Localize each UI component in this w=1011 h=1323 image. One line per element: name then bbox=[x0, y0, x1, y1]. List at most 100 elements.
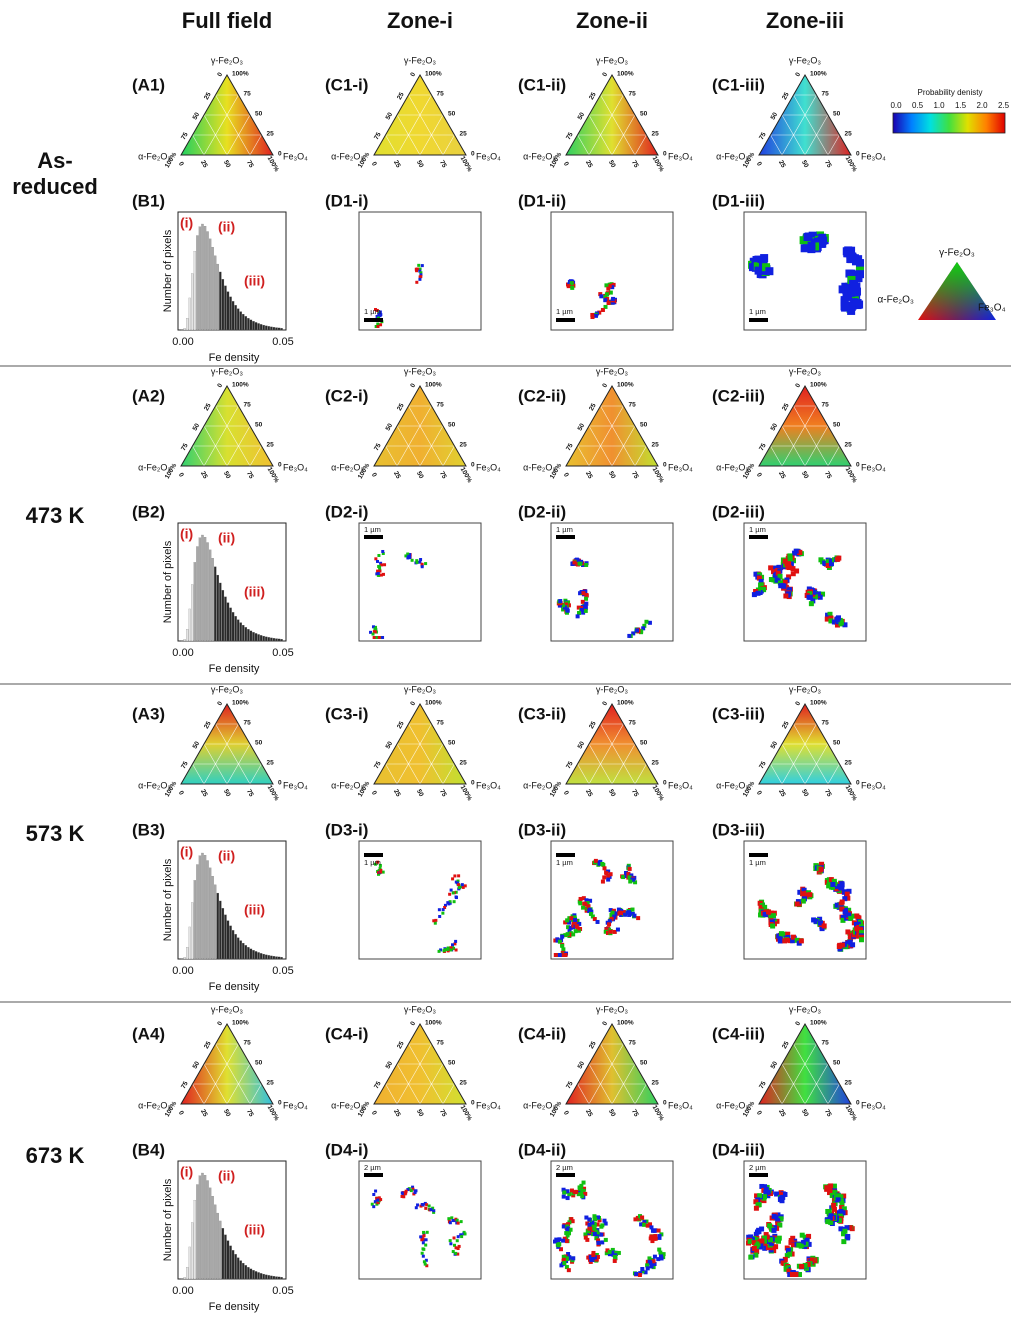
ternary-tick-label: 75 bbox=[373, 442, 383, 452]
ternary-tick-label: 50 bbox=[770, 111, 780, 121]
phase-pixel bbox=[794, 568, 800, 574]
ternary-tick-label: 75 bbox=[758, 442, 768, 452]
zone-label: (ii) bbox=[218, 848, 235, 864]
phase-pixel bbox=[572, 1190, 577, 1195]
phase-pixel bbox=[612, 1258, 617, 1263]
phase-pixel bbox=[751, 1240, 757, 1246]
ternary-tick-label: 0 bbox=[562, 790, 570, 797]
zone-label: (i) bbox=[180, 526, 193, 542]
panel-label: (D3-iii) bbox=[712, 820, 765, 839]
phase-pixel bbox=[597, 1218, 602, 1223]
panel-label: (C4-iii) bbox=[712, 1024, 765, 1043]
histogram-bar bbox=[239, 311, 242, 331]
phase-pixel bbox=[642, 1220, 647, 1225]
phase-pixel bbox=[586, 904, 591, 909]
phase-pixel bbox=[838, 885, 844, 891]
phase-pixel bbox=[836, 1218, 842, 1224]
phase-pixel bbox=[376, 569, 380, 573]
ternary-top-label: γ-Fe₂O₃ bbox=[211, 1004, 243, 1014]
ternary-grid-line bbox=[827, 1083, 840, 1105]
ternary-tick-label: 0 bbox=[755, 790, 763, 797]
phase-pixel bbox=[565, 1196, 570, 1201]
ternary-tick-label: 0 bbox=[409, 382, 417, 389]
ternary-tick-label: 0 bbox=[177, 790, 185, 797]
phase-pixel bbox=[411, 1187, 415, 1191]
phase-pixel bbox=[408, 553, 412, 557]
phase-pixel bbox=[759, 1226, 765, 1232]
ternary-top-label: γ-Fe₂O₃ bbox=[596, 684, 628, 694]
phase-pixel bbox=[828, 561, 834, 567]
ternary-grid-line bbox=[577, 445, 590, 467]
phase-pixel bbox=[599, 1224, 604, 1229]
histogram-bar bbox=[239, 1260, 242, 1280]
ternary-tick-label: 50 bbox=[800, 159, 810, 169]
phase-pixel bbox=[799, 1263, 805, 1269]
histogram-bar bbox=[270, 1275, 273, 1280]
phase-pixel bbox=[786, 565, 792, 571]
histogram-bar bbox=[198, 1175, 202, 1280]
phase-pixel bbox=[782, 558, 788, 564]
phase-pixel bbox=[569, 281, 574, 286]
phase-pixel bbox=[448, 892, 452, 896]
phase-pixel bbox=[803, 233, 812, 242]
histogram-bar bbox=[272, 327, 276, 331]
phase-pixel bbox=[825, 563, 831, 569]
phase-pixel bbox=[584, 596, 589, 601]
ternary-grid-line bbox=[408, 723, 444, 785]
phase-pixel bbox=[571, 1256, 576, 1261]
histogram-bar bbox=[188, 608, 191, 642]
ternary-outline bbox=[180, 1022, 274, 1105]
phase-pixel bbox=[841, 1193, 847, 1199]
ternary-tick-label: 25 bbox=[652, 1080, 660, 1087]
ternary-tick-label: 25 bbox=[199, 159, 209, 169]
phase-pixel bbox=[580, 599, 585, 604]
phase-pixel bbox=[575, 926, 580, 931]
ternary-grid-line bbox=[827, 445, 840, 467]
ternary-tick-label: 75 bbox=[630, 470, 640, 480]
histogram-bar bbox=[231, 930, 235, 960]
phase-pixel bbox=[627, 633, 632, 638]
phase-pixel bbox=[778, 1216, 784, 1222]
phase-pixel bbox=[827, 611, 833, 617]
phase-pixel bbox=[572, 560, 577, 565]
phase-pixel bbox=[583, 1235, 588, 1240]
phase-pixel bbox=[455, 881, 459, 885]
phase-pixel bbox=[839, 1201, 845, 1207]
phase-pixel bbox=[561, 1194, 566, 1199]
ternary-tick-label: 50 bbox=[222, 470, 232, 480]
histogram-bar bbox=[234, 616, 237, 642]
phase-pixel bbox=[779, 1198, 785, 1204]
ternary-tick-label: 0 bbox=[177, 472, 185, 479]
histogram-bar bbox=[229, 925, 232, 960]
phase-pixel bbox=[560, 934, 565, 939]
phase-pixel bbox=[374, 862, 378, 866]
phase-pixel bbox=[645, 1266, 650, 1271]
ternary-tick-label: 0 bbox=[562, 472, 570, 479]
phase-pixel bbox=[800, 1240, 806, 1246]
phase-pixel bbox=[791, 558, 797, 564]
phase-pixel bbox=[379, 870, 383, 874]
ternary-left-label: α-Fe₂O₃ bbox=[716, 780, 749, 790]
histogram-bar bbox=[183, 957, 186, 960]
phase-pixel bbox=[599, 294, 604, 299]
phase-pixel bbox=[587, 1222, 592, 1227]
histogram-bar bbox=[272, 956, 276, 960]
histogram-bar bbox=[201, 223, 204, 331]
phase-pixel bbox=[379, 1198, 383, 1202]
ternary-grid-line bbox=[215, 1043, 251, 1105]
phase-pixel bbox=[649, 1234, 654, 1239]
panel-label: (C3-ii) bbox=[518, 704, 566, 723]
histogram-bar bbox=[208, 549, 212, 642]
phase-pixel bbox=[649, 1264, 654, 1269]
ternary-tick-label: 100% bbox=[810, 71, 827, 78]
phase-pixel bbox=[806, 1241, 812, 1247]
phase-pixel bbox=[372, 630, 376, 634]
phase-pixel bbox=[609, 916, 614, 921]
phase-pixel bbox=[583, 604, 588, 609]
histogram-bar bbox=[196, 864, 199, 960]
ternary-tick-label: 75 bbox=[373, 1080, 383, 1090]
phase-pixel bbox=[754, 1193, 760, 1199]
ternary-tick-label: 50 bbox=[640, 740, 648, 747]
ternary-left-label: α-Fe₂O₃ bbox=[331, 1100, 364, 1110]
ternary-outline bbox=[180, 73, 274, 156]
